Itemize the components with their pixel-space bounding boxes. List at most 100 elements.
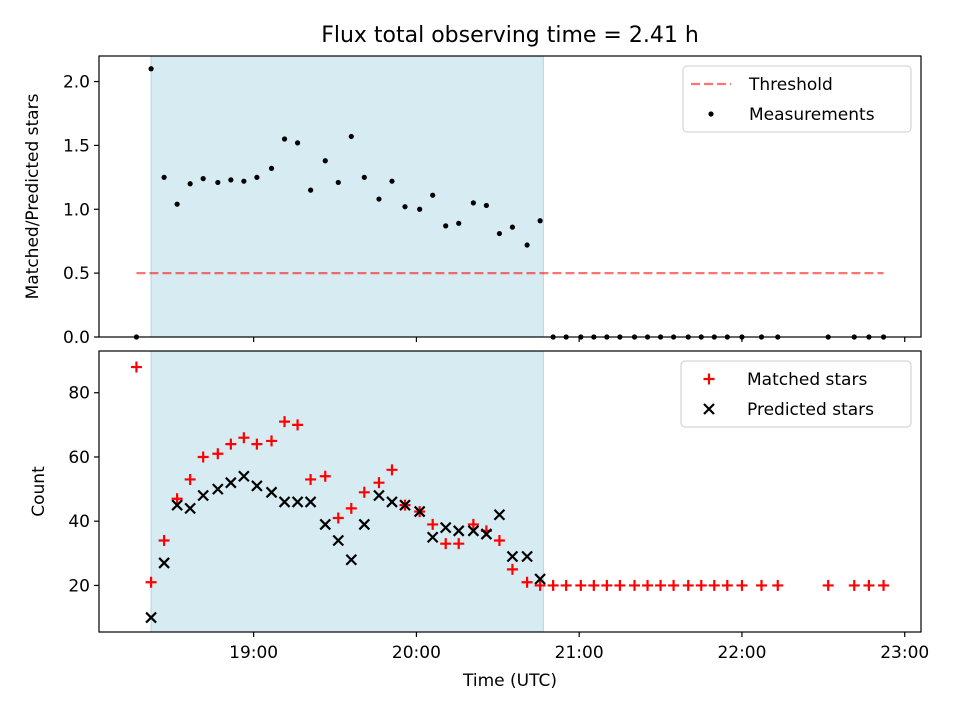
data-point (361, 174, 367, 180)
x-tick-label: 19:00 (229, 643, 278, 663)
data-point (268, 165, 275, 171)
data-point (251, 480, 263, 492)
data-point (534, 573, 546, 585)
data-point (145, 611, 157, 624)
data-point (376, 196, 382, 202)
data-point (467, 525, 480, 537)
data-point (238, 470, 250, 483)
data-point (417, 206, 423, 212)
data-point (335, 179, 341, 186)
legend: Matched stars Predicted stars (680, 360, 912, 428)
y-tick-label: 20 (68, 576, 90, 596)
series-measurements (133, 66, 887, 340)
data-point (402, 204, 408, 210)
data-point (493, 534, 505, 546)
data-point (345, 553, 358, 566)
legend-label: Matched stars (747, 370, 867, 390)
data-point (174, 201, 180, 207)
legend-handle (708, 111, 714, 117)
y-tick-label: 0.0 (63, 328, 90, 348)
data-point (332, 534, 345, 547)
top-panel: 0.0 0.5 1.0 1.5 2.0 Matched/Predicted stars Th… (23, 55, 922, 348)
data-point (266, 435, 278, 447)
data-point (642, 579, 654, 591)
legend-box (682, 65, 912, 133)
data-point (534, 579, 546, 591)
y-axis-label: Count (29, 466, 49, 517)
data-point (212, 483, 224, 495)
data-point (322, 158, 328, 164)
data-point (158, 534, 170, 546)
data-point (575, 579, 587, 591)
bottom-panel: 20 40 60 80 19:00 20:00 21:00 22:00 23:00 Count Ti… (29, 350, 929, 691)
legend-label: Predicted stars (747, 400, 874, 420)
data-point (588, 579, 600, 591)
data-point (736, 579, 748, 591)
data-point (440, 538, 452, 550)
data-point (721, 579, 733, 591)
data-point (291, 496, 304, 508)
data-point (171, 499, 183, 511)
data-point (373, 489, 385, 502)
data-point (389, 178, 395, 184)
data-point (345, 502, 357, 514)
data-point (304, 496, 317, 508)
y-tick-label: 2.0 (63, 73, 90, 93)
data-point (601, 579, 613, 591)
data-point (822, 579, 834, 591)
data-point (695, 579, 707, 591)
data-point (184, 473, 196, 485)
y-tick-label: 40 (68, 512, 90, 532)
data-point (772, 579, 784, 591)
data-point (332, 512, 344, 524)
data-point (537, 218, 543, 224)
legend: Threshold Measurements (682, 65, 912, 133)
axes-frame (98, 55, 922, 338)
data-point (480, 528, 493, 540)
data-point (281, 136, 288, 142)
data-point (506, 563, 518, 575)
data-point (241, 178, 247, 184)
data-point (130, 361, 142, 373)
data-point (560, 579, 572, 591)
data-point (161, 174, 167, 180)
data-point (467, 518, 479, 530)
data-point (443, 223, 449, 229)
data-point (319, 518, 332, 531)
data-point (452, 525, 465, 537)
legend-label: Measurements (749, 105, 875, 125)
y-tick-label: 1.5 (63, 136, 90, 156)
data-point (238, 432, 250, 444)
data-point (386, 464, 398, 476)
data-point (439, 521, 452, 534)
data-point (225, 476, 237, 489)
data-point (184, 502, 196, 515)
legend-handle (703, 373, 715, 385)
series-matched-stars (130, 361, 890, 591)
data-point (614, 579, 626, 591)
data-point (524, 242, 530, 248)
data-point (200, 176, 206, 182)
data-point (629, 579, 641, 591)
legend-box (680, 360, 912, 428)
y-tick-label: 1.0 (63, 200, 90, 220)
data-point (294, 140, 301, 146)
observing-time-span (150, 55, 544, 338)
data-point (228, 177, 234, 183)
data-point (265, 486, 278, 499)
data-point (254, 174, 260, 180)
y-axis-label: Matched/Predicted stars (23, 93, 43, 299)
figure-title: Flux total observing time = 2.41 h (321, 23, 699, 48)
data-point (427, 518, 439, 530)
data-point (521, 576, 533, 588)
y-tick-label: 80 (68, 384, 90, 404)
data-point (305, 473, 317, 485)
data-point (215, 179, 221, 186)
data-point (171, 493, 183, 505)
data-point (278, 496, 291, 508)
data-point (430, 192, 436, 198)
data-point (225, 438, 237, 450)
x-tick-label: 21:00 (555, 643, 604, 663)
data-point (145, 576, 157, 588)
